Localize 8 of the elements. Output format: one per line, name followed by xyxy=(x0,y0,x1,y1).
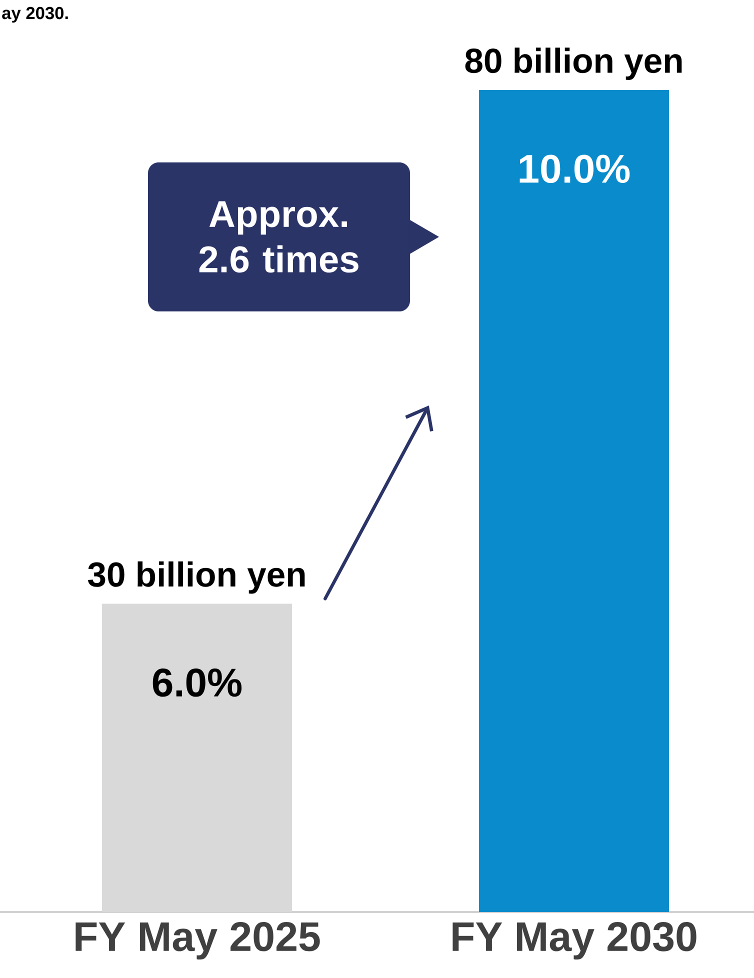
x-tick-label: FY May 2030 xyxy=(452,922,696,960)
annotation: 6.0% xyxy=(152,668,242,697)
data-label: 30 billion yen xyxy=(88,561,305,594)
text: ay 2030. xyxy=(2,6,68,23)
annotation: Approx. 2.6 times xyxy=(199,201,358,273)
x-tick-label: FY May 2025 xyxy=(76,922,320,960)
annotation: 10.0% xyxy=(520,154,630,184)
data-label: 80 billion yen xyxy=(465,48,682,80)
